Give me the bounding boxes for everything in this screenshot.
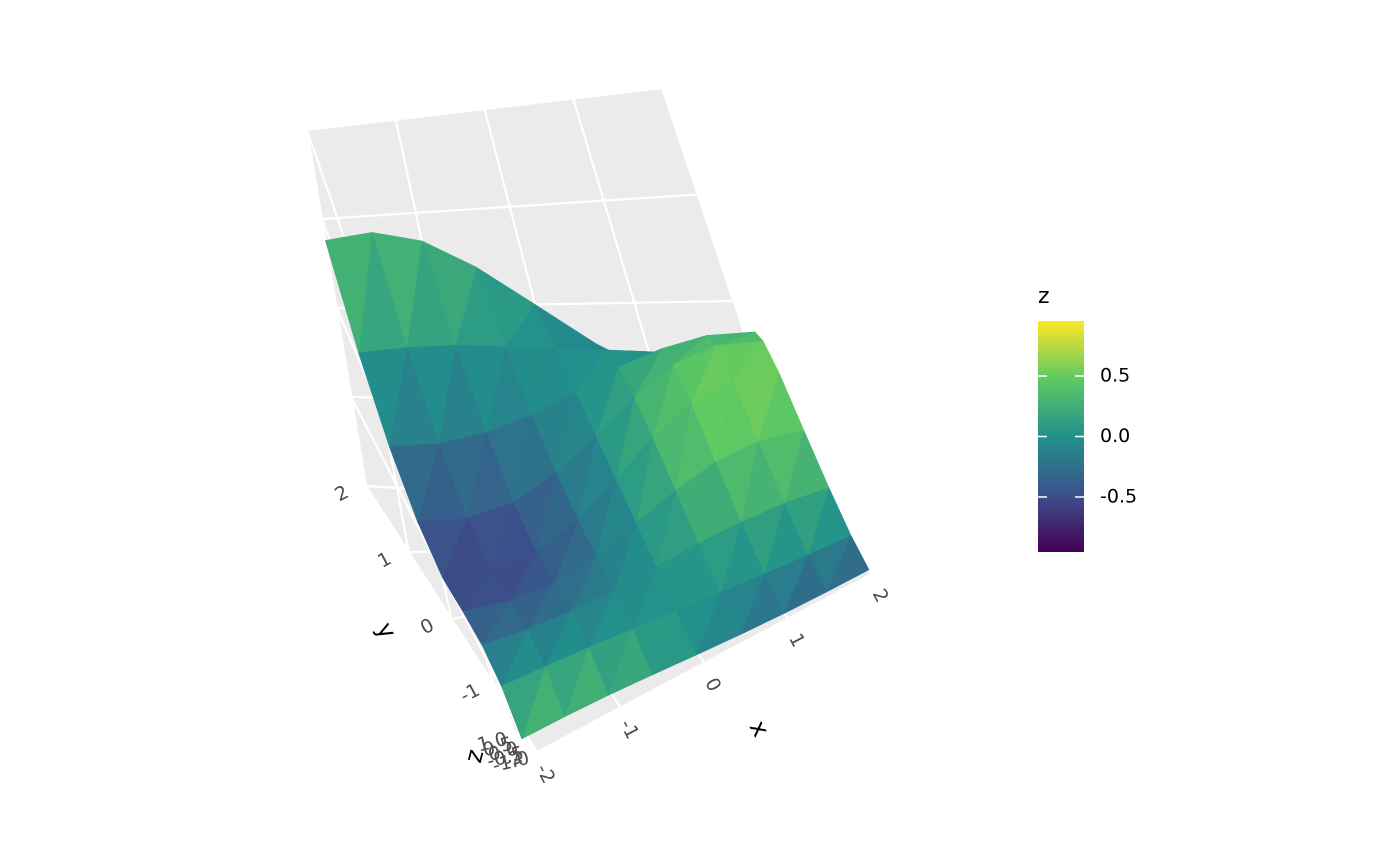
legend-tick-label: -0.5 xyxy=(1100,485,1137,507)
surface-facet xyxy=(417,518,468,579)
legend-tick-label: 0.0 xyxy=(1100,425,1130,447)
surface-mesh xyxy=(324,232,870,740)
surface-facet xyxy=(358,347,408,447)
surface-facet xyxy=(442,571,492,612)
x-tick-label: 1 xyxy=(784,630,809,651)
surface-facet xyxy=(481,629,528,687)
gridline-z-right xyxy=(321,193,698,221)
surface-facet xyxy=(324,232,373,354)
y-tick-label: 2 xyxy=(331,481,352,506)
x-axis-title: x xyxy=(744,716,775,742)
legend-tick-label: 0.5 xyxy=(1100,365,1130,387)
y-tick-label: 1 xyxy=(374,548,395,573)
surface-facet xyxy=(501,666,546,740)
color-legend: z 0.5 0.0 -0.5 xyxy=(1038,284,1137,552)
x-tick-label: 0 xyxy=(700,674,725,695)
surface-facet xyxy=(388,443,439,522)
y-tick-label: 0 xyxy=(417,614,438,639)
legend-title: z xyxy=(1038,284,1050,309)
y-tick-label: -1 xyxy=(457,679,484,707)
x-tick-label: -1 xyxy=(615,716,643,743)
surface-facet xyxy=(462,600,510,646)
gridline-y-floor xyxy=(536,573,873,753)
y-axis-title: y xyxy=(371,618,402,644)
x-tick-label: 2 xyxy=(868,585,893,606)
gridline-z-right xyxy=(306,86,663,132)
x-tick-label: -2 xyxy=(531,760,559,787)
